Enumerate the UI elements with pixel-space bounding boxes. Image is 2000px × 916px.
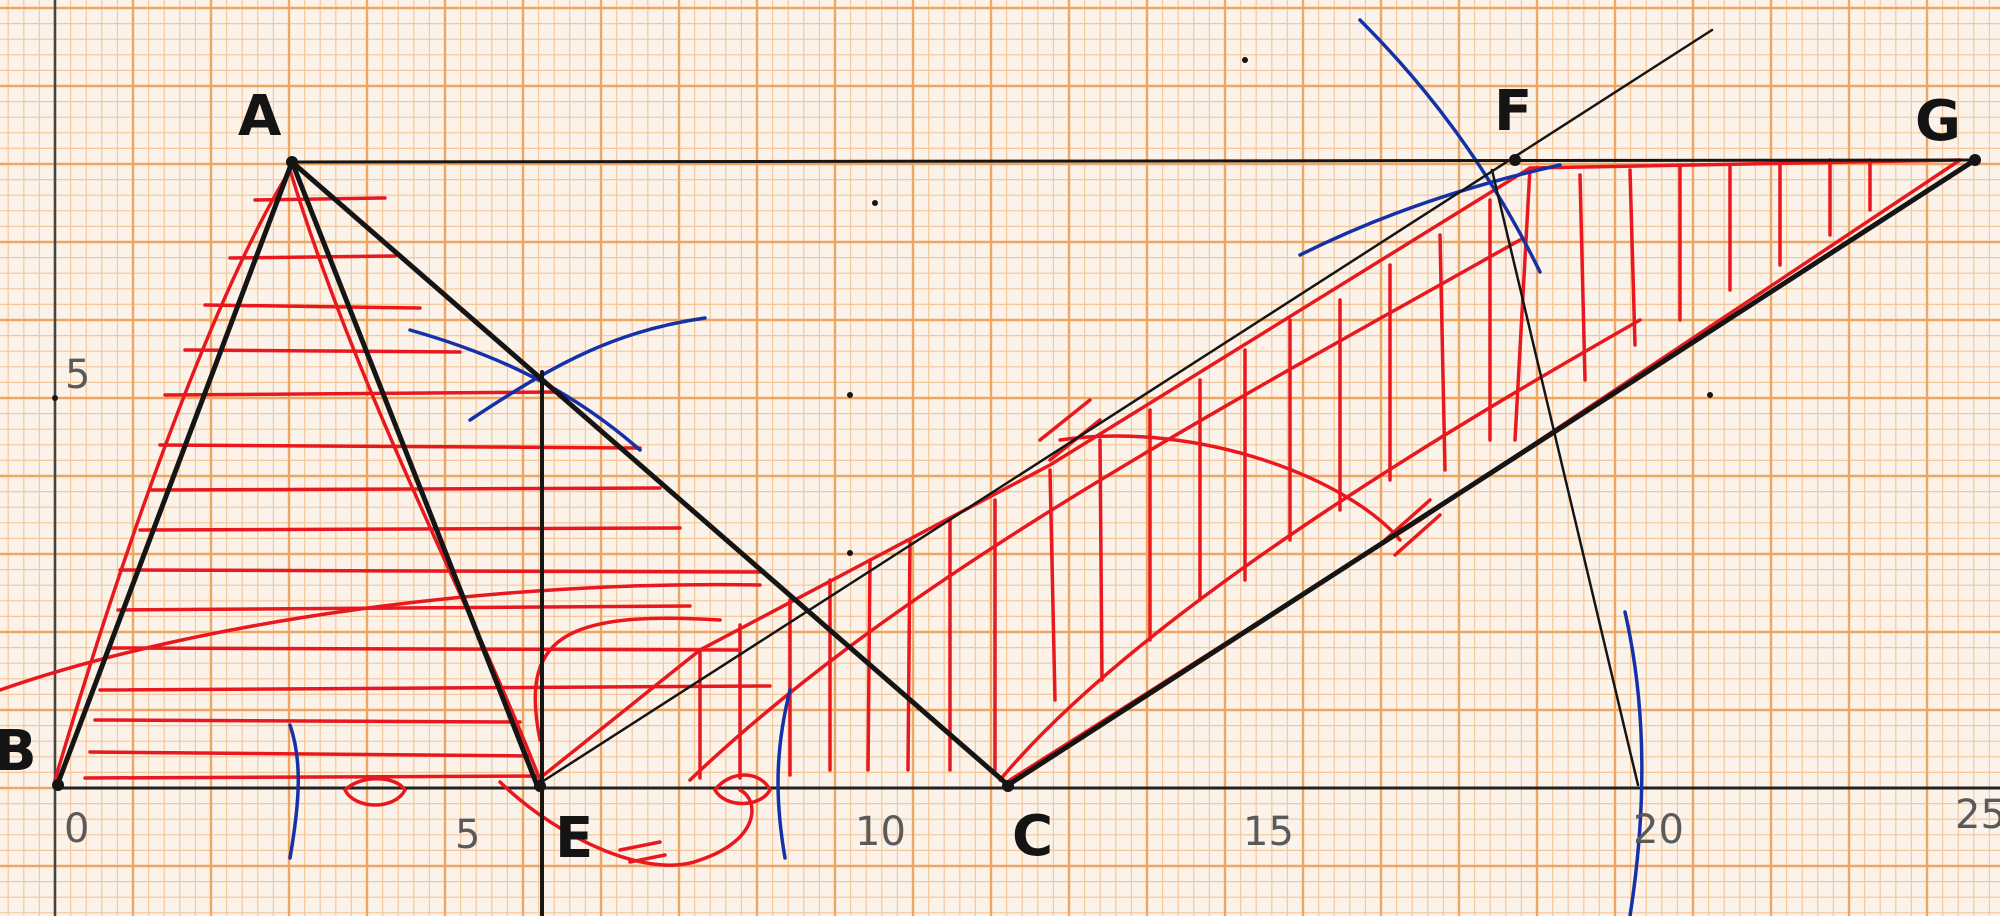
axis-number-y5: 5 <box>65 352 90 398</box>
grid-dot <box>847 550 853 556</box>
line-b-a <box>55 159 295 786</box>
label-point-g: G <box>1915 89 1961 154</box>
line-c-g <box>1005 157 1978 788</box>
point-markers <box>52 57 1981 792</box>
axis-number-x0: 0 <box>64 806 89 852</box>
line-a-e <box>289 159 540 788</box>
label-point-f: F <box>1494 79 1532 144</box>
black-construction-lines <box>55 28 1978 916</box>
grid-dot <box>52 395 58 401</box>
label-point-a: A <box>238 84 282 149</box>
line-a-c <box>289 159 1011 788</box>
line-f-twenty <box>1490 168 1640 787</box>
axis-number-x20: 20 <box>1633 807 1684 853</box>
label-point-e: E <box>555 806 593 871</box>
axis-number-x15: 15 <box>1243 809 1294 855</box>
axis-number-x5: 5 <box>455 812 480 858</box>
point-g-marker <box>1969 154 1981 166</box>
red-hatching-left <box>0 168 772 867</box>
blue-compass-arcs <box>288 18 1644 916</box>
grid-dot <box>872 200 878 206</box>
label-point-b: B <box>0 719 37 784</box>
point-c-marker <box>1002 780 1014 792</box>
red-hatching-right <box>538 158 1962 782</box>
axis-number-x10: 10 <box>855 809 906 855</box>
grid-dot <box>1242 57 1248 63</box>
grid-dot <box>847 392 853 398</box>
axis-number-x25: 25 <box>1955 792 2000 838</box>
point-b-marker <box>52 779 64 791</box>
line-a-g <box>290 158 1977 164</box>
grid-dot <box>1707 392 1713 398</box>
label-point-c: C <box>1012 804 1053 869</box>
point-e-marker <box>534 780 546 792</box>
point-a-marker <box>286 156 298 168</box>
point-f-marker <box>1509 154 1521 166</box>
